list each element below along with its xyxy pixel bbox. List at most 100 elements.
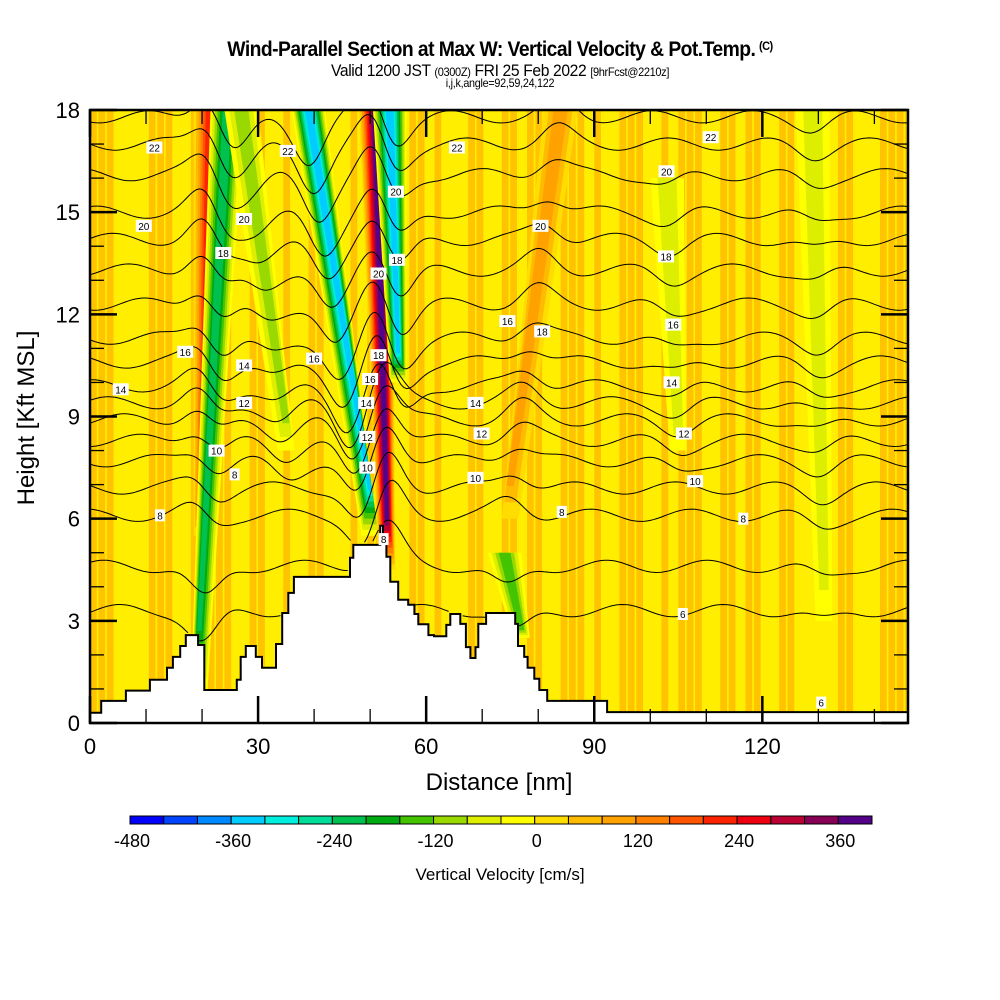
contour-label-text: 12 [239, 399, 251, 410]
contour-label-text: 16 [365, 375, 377, 386]
contour-label: 22 [146, 141, 163, 155]
colorbar-bin [433, 815, 468, 825]
theta-contour-14 [90, 363, 908, 434]
band-layer [234, 110, 290, 424]
colorbar-bin [770, 815, 806, 825]
contour-label-text: 6 [818, 699, 824, 710]
velocity-stripe [409, 110, 417, 723]
colorbar-bin [298, 815, 333, 825]
colorbar-bin [567, 815, 603, 825]
colorbar-bin [635, 815, 671, 825]
colorbar-bin [129, 815, 165, 825]
theta-contour-21 [90, 146, 908, 223]
chart-title-text: Wind-Parallel Section at Max W: Vertical… [227, 38, 756, 61]
contour-label: 18 [658, 250, 674, 263]
colorbar-tick-label: 360 [825, 831, 855, 851]
band-layer [657, 178, 684, 435]
contour-label-text: 10 [211, 447, 223, 458]
x-axis-title: Distance [nm] [426, 769, 573, 796]
contour-label-text: 20 [373, 270, 385, 281]
x-tick-label: 0 [84, 734, 96, 759]
velocity-stripe [745, 110, 753, 723]
valid-time-utc: (0300Z) [434, 65, 471, 79]
band-updraft-second [501, 110, 578, 519]
contour-label: 18 [215, 247, 232, 260]
colorbar-bin [230, 815, 266, 825]
contour-label-text: 12 [678, 430, 690, 441]
contour-label-text: 16 [668, 321, 680, 332]
contour-label-text: 22 [282, 147, 294, 158]
contour-label-text: 10 [690, 477, 702, 488]
contour-label-text: 20 [661, 167, 673, 178]
theta-contour-9 [90, 451, 908, 518]
y-tick-label: 12 [56, 302, 80, 327]
contour-label: 16 [499, 315, 516, 328]
contour-label: 14 [236, 359, 253, 372]
contour-label-text: 20 [138, 222, 150, 233]
velocity-stripe [308, 110, 316, 723]
colorbar-tick-label: 0 [532, 831, 542, 851]
contour-label: 16 [177, 345, 194, 359]
y-axis-title: Height [Kft MSL] [13, 331, 40, 506]
theta-contour-13 [90, 361, 908, 449]
colorbar-bin [702, 815, 738, 825]
velocity-stripe [720, 110, 728, 723]
colorbar-bin [736, 815, 772, 825]
contour-label: 20 [658, 165, 675, 178]
contour-label: 6 [677, 608, 688, 621]
velocity-stripe [753, 110, 761, 723]
velocity-stripe [779, 110, 786, 723]
theta-contour-18 [90, 247, 908, 308]
band-layer [385, 110, 401, 354]
contour-label-text: 18 [218, 249, 230, 260]
contour-label: 18 [389, 253, 405, 267]
contour-label: 22 [279, 144, 296, 158]
colorbar-bin [837, 815, 873, 825]
contour-label: 12 [359, 430, 376, 444]
velocity-stripe [417, 110, 425, 723]
x-tick-label: 90 [582, 734, 606, 759]
velocity-stripe [728, 110, 736, 723]
band-downdraft-lee-1 [224, 110, 295, 451]
colorbar-bin [163, 815, 198, 825]
title-units-mark: (C) [759, 39, 773, 53]
x-axis: 0 30 60 90 120 [84, 110, 876, 759]
contour-label: 16 [362, 373, 379, 386]
contour-label-text: 12 [362, 433, 374, 444]
contour-label-text: 14 [115, 385, 127, 396]
velocity-stripe [224, 110, 232, 723]
contour-label: 12 [473, 427, 490, 441]
contour-label: 20 [135, 219, 152, 233]
colorbar-bin [804, 815, 839, 825]
contour-label: 20 [532, 219, 549, 233]
chart-subtitle: Valid 1200 JST (0300Z) FRI 25 Feb 2022 [… [40, 61, 960, 81]
velocity-stripe [501, 110, 509, 723]
valid-time: Valid 1200 JST [330, 61, 431, 80]
contour-label: 8 [378, 533, 389, 546]
colorbar-bin [466, 815, 502, 825]
y-tick-label: 0 [68, 711, 80, 736]
theta-contour-6 [90, 603, 908, 642]
valid-date: FRI 25 Feb 2022 [474, 61, 587, 80]
contour-label: 18 [370, 349, 387, 362]
velocity-stripe [468, 110, 475, 723]
contour-label-text: 18 [537, 327, 549, 338]
colorbar-bin [669, 815, 704, 825]
colorbar-bin [264, 815, 300, 825]
velocity-stripe [846, 110, 854, 723]
theta-contour-11 [90, 408, 908, 474]
contour-label: 10 [467, 471, 484, 485]
theta-contour-15 [90, 335, 908, 408]
contour-label: 10 [687, 475, 704, 488]
band-layer [304, 110, 373, 491]
colorbar-bin [399, 815, 435, 825]
grid-indices: i,j,k,angle=92,59,24,122 [445, 76, 555, 90]
contour-label: 6 [816, 696, 827, 710]
contour-label: 18 [534, 325, 551, 338]
colorbar-bin [500, 815, 536, 825]
contour-label: 8 [738, 512, 749, 526]
contour-label-text: 14 [239, 361, 251, 372]
contour-label-text: 10 [362, 464, 374, 475]
velocity-stripe [686, 110, 694, 723]
